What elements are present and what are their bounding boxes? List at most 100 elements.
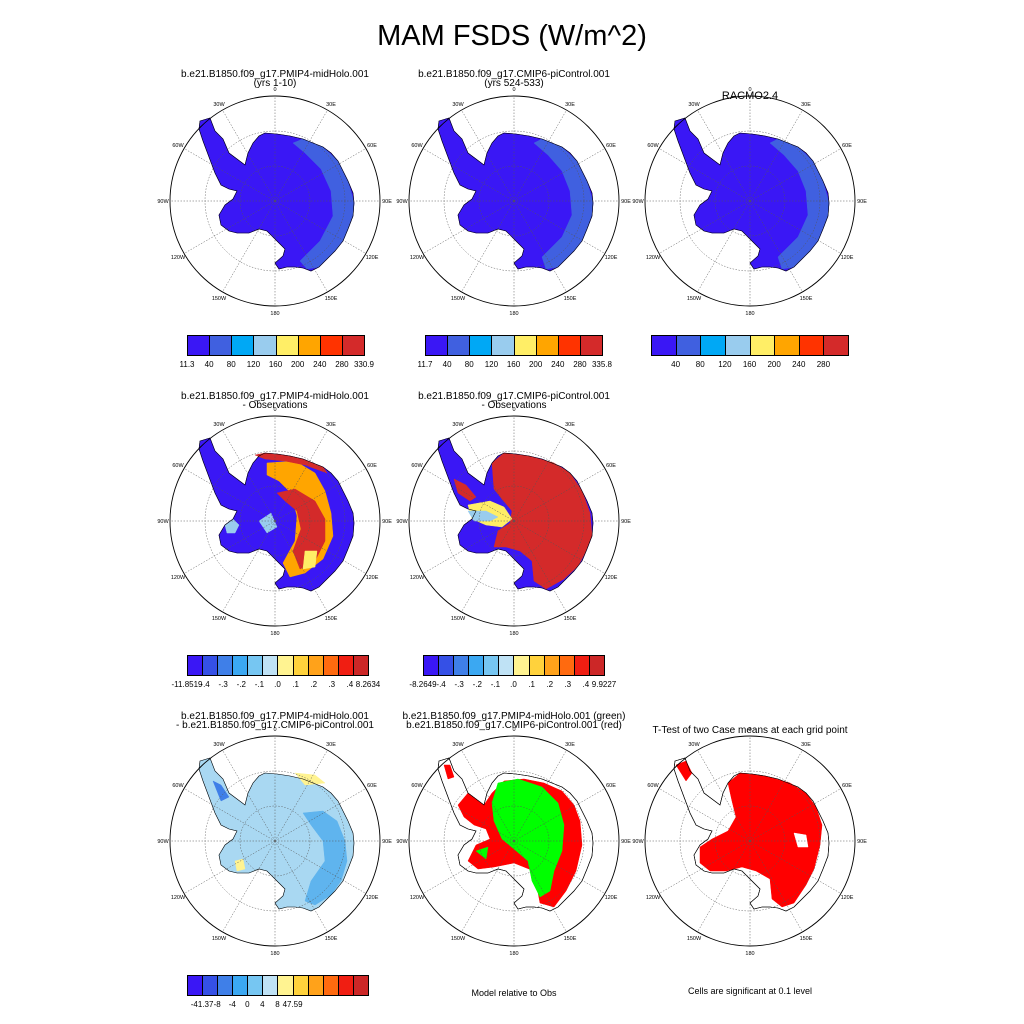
colorbar-boxes — [425, 335, 603, 356]
longitude-label: 150E — [800, 296, 813, 302]
colorbar-3: 40 80 120 160 200 240 280 — [651, 335, 849, 375]
coastline — [198, 757, 355, 912]
longitude-label: 60E — [842, 143, 852, 149]
longitude-label: 60W — [411, 463, 423, 469]
colorbar-box — [749, 335, 776, 356]
longitude-label: 60E — [367, 783, 377, 789]
longitude-label: 90W — [396, 519, 408, 525]
longitude-label: 180 — [270, 631, 279, 637]
colorbar-boxes — [651, 335, 849, 356]
meridian-line — [658, 200, 751, 254]
colorbar-tick-label: 40 — [442, 360, 452, 369]
colorbar-tick-label: 160 — [506, 360, 521, 369]
longitude-label: 60E — [606, 463, 616, 469]
colorbar-box — [557, 335, 581, 356]
panel-7-title: b.e21.B1850.f09_g17.PMIP4-midHolo.001 (g… — [394, 712, 634, 731]
meridian-line — [222, 749, 276, 842]
panel-1-title-line2: (yrs 1-10) — [253, 78, 297, 89]
panel-1-title-line1: b.e21.B1850.f09_g17.PMIP4-midHolo.001 — [181, 69, 369, 80]
colorbar-tick-label: 160 — [742, 360, 757, 369]
longitude-label: 30E — [565, 102, 575, 108]
latitude-circle — [478, 165, 550, 237]
colorbar-tick-label: 120 — [246, 360, 261, 369]
colorbar-boxes — [423, 655, 605, 676]
longitude-label: 60E — [606, 143, 616, 149]
longitude-label: 30E — [565, 422, 575, 428]
polar-map-5: 0 30E 60E 90E 120E 150E 180 150W 120W 90W 60W 30W — [396, 407, 631, 637]
panel-5-title-line2: - Observations — [481, 400, 547, 411]
meridian-line — [274, 200, 367, 254]
colorbar-box — [469, 335, 493, 356]
meridian-line — [274, 788, 367, 842]
model-relative-note: Model relative to Obs — [471, 988, 557, 998]
value-region — [453, 478, 477, 502]
longitude-label: 0 — [273, 727, 276, 733]
colorbar-box — [217, 655, 234, 676]
meridian-line — [461, 749, 515, 842]
colorbar-box — [543, 655, 560, 676]
colorbar-tick-label: -8.2649 — [409, 680, 437, 689]
latitude-circle — [478, 485, 550, 557]
longitude-label: 180 — [745, 951, 754, 957]
longitude-label: 120E — [841, 255, 854, 261]
panel-2-title-line1: b.e21.B1850.f09_g17.CMIP6-piControl.001 — [418, 69, 610, 80]
coastline — [437, 437, 594, 592]
colorbar-tick-label: -.3 — [218, 680, 228, 689]
colorbar-box — [292, 975, 309, 996]
meridian-line — [222, 200, 276, 293]
colorbar-box — [319, 335, 343, 356]
meridian-line — [749, 840, 803, 933]
polar-map-3: 0 30E 60E 90E 120E 150E 180 150W 120W 90W 60W 30W — [632, 87, 867, 317]
longitude-label: 120E — [366, 895, 379, 901]
colorbar-box — [573, 655, 590, 676]
colorbar-tick-label: -.3 — [454, 680, 464, 689]
colorbar-box — [217, 975, 234, 996]
colorbar-box — [253, 335, 277, 356]
meridian-line — [222, 840, 276, 933]
colorbar-tick-label: .0 — [274, 680, 281, 689]
meridian-line — [749, 749, 803, 842]
colorbar-tick-label: -4 — [228, 1000, 236, 1009]
significance-note: Cells are significant at 0.1 level — [687, 986, 813, 996]
meridian-line — [658, 788, 751, 842]
colorbar-tick-label: 11.3 — [179, 360, 195, 369]
colorbar-tick-label: .1 — [292, 680, 299, 689]
polar-map-7: 0 30E 60E 90E 120E 150E 180 150W 120W 90W 60W 30W — [396, 727, 631, 957]
longitude-label: 180 — [270, 311, 279, 317]
panel-1-title: b.e21.B1850.f09_g17.PMIP4-midHolo.001 (y… — [155, 69, 395, 89]
map-panel-4: 0 30E 60E 90E 120E 150E 180 150W 120W 90W 60W 30W — [155, 401, 395, 641]
value-region — [467, 510, 499, 522]
longitude-label: 180 — [509, 631, 518, 637]
colorbar-box — [425, 335, 449, 356]
map-boundary-circle — [644, 735, 856, 947]
colorbar-5: -8.2649 -.4 -.3 -.2 -.1 .0 .1 .2 .3 .4 9.9227 — [409, 655, 616, 695]
colorbar-tick-label: -8 — [213, 1000, 221, 1009]
longitude-label: 0 — [512, 87, 515, 93]
colorbar-box — [277, 975, 294, 996]
longitude-label: 60W — [411, 143, 423, 149]
meridian-line — [749, 148, 842, 202]
colorbar-tick-label: .3 — [328, 680, 336, 689]
longitude-label: 150W — [212, 616, 227, 622]
colorbar-tick-label: 120 — [718, 360, 732, 369]
map-boundary-circle — [408, 95, 620, 307]
colorbar-tick-label: 80 — [226, 360, 236, 369]
meridian-line — [274, 468, 367, 522]
meridian-line — [274, 840, 367, 894]
longitude-label: 180 — [509, 951, 518, 957]
longitude-label: 150E — [325, 936, 338, 942]
colorbar-box — [209, 335, 233, 356]
colorbar-tick-label: -.4 — [200, 680, 210, 689]
longitude-label: 180 — [509, 311, 518, 317]
colorbar-tick-label: -.2 — [236, 680, 246, 689]
map-boundary-circle — [169, 95, 381, 307]
antarctica — [437, 757, 594, 912]
longitude-label: 150W — [687, 936, 702, 942]
map-panel-6: 0 30E 60E 90E 120E 150E 180 150W 120W 90W 60W 30W — [155, 721, 395, 961]
map-panel-7: 0 30E 60E 90E 120E 150E 180 150W 120W 90W 60W 30W — [394, 721, 634, 961]
colorbar-box — [307, 655, 324, 676]
longitude-label: 30W — [688, 742, 700, 748]
value-region — [443, 764, 455, 780]
panel-7-title-line2: b.e21.B1850.f09_g17.CMIP6-piControl.001 … — [406, 720, 622, 731]
longitude-label: 0 — [748, 727, 751, 733]
